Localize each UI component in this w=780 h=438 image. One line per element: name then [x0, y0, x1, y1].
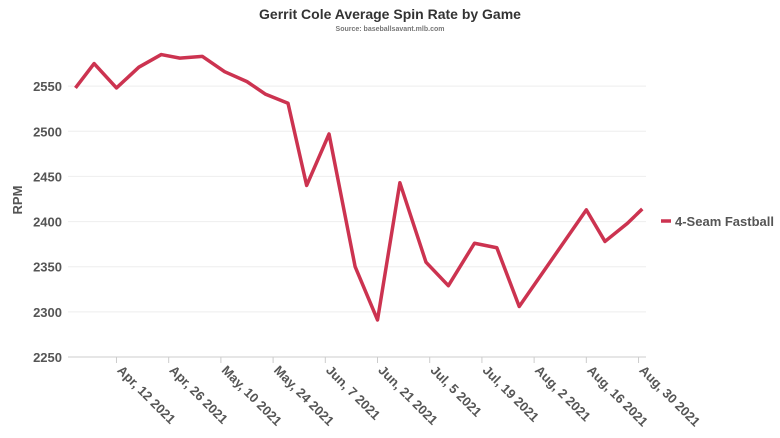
legend-label: 4-Seam Fastball [675, 214, 774, 229]
y-tick-label: 2550 [33, 79, 62, 94]
y-tick-label: 2250 [33, 350, 62, 365]
chart-title: Gerrit Cole Average Spin Rate by Game [259, 6, 521, 22]
y-tick-label: 2350 [33, 260, 62, 275]
chart-subtitle: Source: baseballsavant.mlb.com [336, 26, 445, 33]
y-tick-label: 2400 [33, 215, 62, 230]
y-axis-label: RPM [10, 186, 25, 215]
y-tick-label: 2450 [33, 169, 62, 184]
y-tick-label: 2300 [33, 305, 62, 320]
y-tick-label: 2500 [33, 124, 62, 139]
series-line [74, 52, 644, 322]
x-tick-label: Jul, 5 2021 [428, 363, 485, 420]
